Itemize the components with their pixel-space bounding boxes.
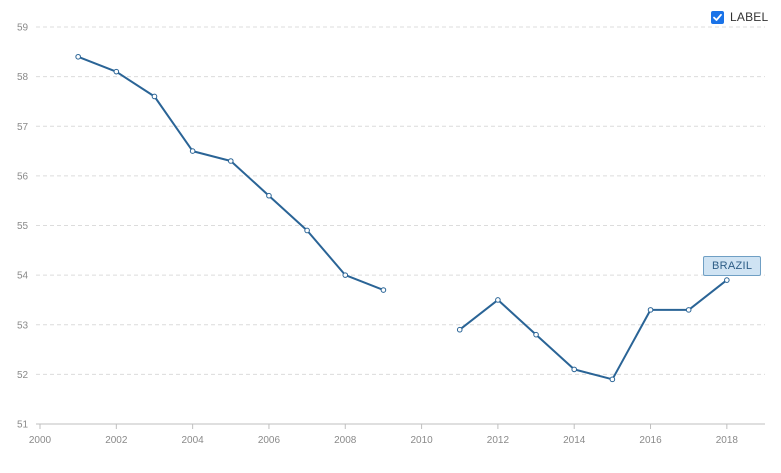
y-tick-label: 51	[17, 420, 29, 431]
x-tick-label: 2018	[716, 435, 739, 446]
y-axis: 51 52 53 54 55 56 57 58 59	[17, 23, 29, 431]
legend-toggle[interactable]: LABEL	[711, 10, 768, 24]
x-tick-label: 2004	[182, 435, 205, 446]
data-point[interactable]	[533, 331, 539, 338]
y-tick-label: 59	[17, 23, 29, 34]
x-tick-label: 2006	[258, 435, 281, 446]
data-point[interactable]	[724, 277, 730, 283]
series-line	[458, 279, 728, 381]
x-tick-label: 2008	[334, 435, 357, 446]
x-tick-label: 2010	[410, 435, 433, 446]
y-tick-label: 54	[17, 271, 29, 282]
y-tick-label: 57	[17, 122, 29, 133]
data-point[interactable]	[342, 272, 349, 278]
x-tick-label: 2012	[487, 435, 510, 446]
series-tag-brazil: BRAZIL	[703, 256, 762, 276]
data-point[interactable]	[609, 376, 616, 383]
x-axis: 2000 2002 2004 2006 2008 2010 2012 2014 2016 2018	[29, 423, 765, 446]
data-point[interactable]	[380, 287, 387, 293]
x-tick-label: 2016	[639, 435, 662, 446]
legend-checkbox[interactable]	[711, 10, 724, 24]
data-point[interactable]	[304, 227, 310, 234]
data-point[interactable]	[495, 297, 501, 303]
x-tick-label: 2002	[105, 435, 128, 446]
checkmark-icon	[713, 13, 722, 21]
legend-label: LABEL	[730, 10, 769, 24]
data-point[interactable]	[456, 326, 463, 333]
data-point[interactable]	[571, 366, 578, 373]
data-point[interactable]	[113, 68, 120, 75]
x-tick-label: 2014	[563, 435, 586, 446]
y-tick-label: 55	[17, 221, 29, 232]
y-tick-label: 52	[17, 370, 29, 381]
y-tick-label: 56	[17, 171, 29, 182]
y-tick-label: 58	[17, 72, 29, 83]
grid-lines	[36, 26, 765, 375]
data-point[interactable]	[151, 93, 158, 100]
series-line	[77, 55, 385, 291]
data-point[interactable]	[227, 158, 234, 164]
x-tick-label: 2000	[29, 435, 52, 446]
series-points	[75, 53, 730, 383]
data-point[interactable]	[266, 192, 272, 199]
y-tick-label: 53	[17, 320, 29, 331]
data-point[interactable]	[685, 307, 692, 313]
series-lines	[77, 55, 728, 381]
data-point[interactable]	[647, 307, 654, 313]
data-point[interactable]	[75, 53, 81, 60]
data-point[interactable]	[189, 148, 196, 154]
